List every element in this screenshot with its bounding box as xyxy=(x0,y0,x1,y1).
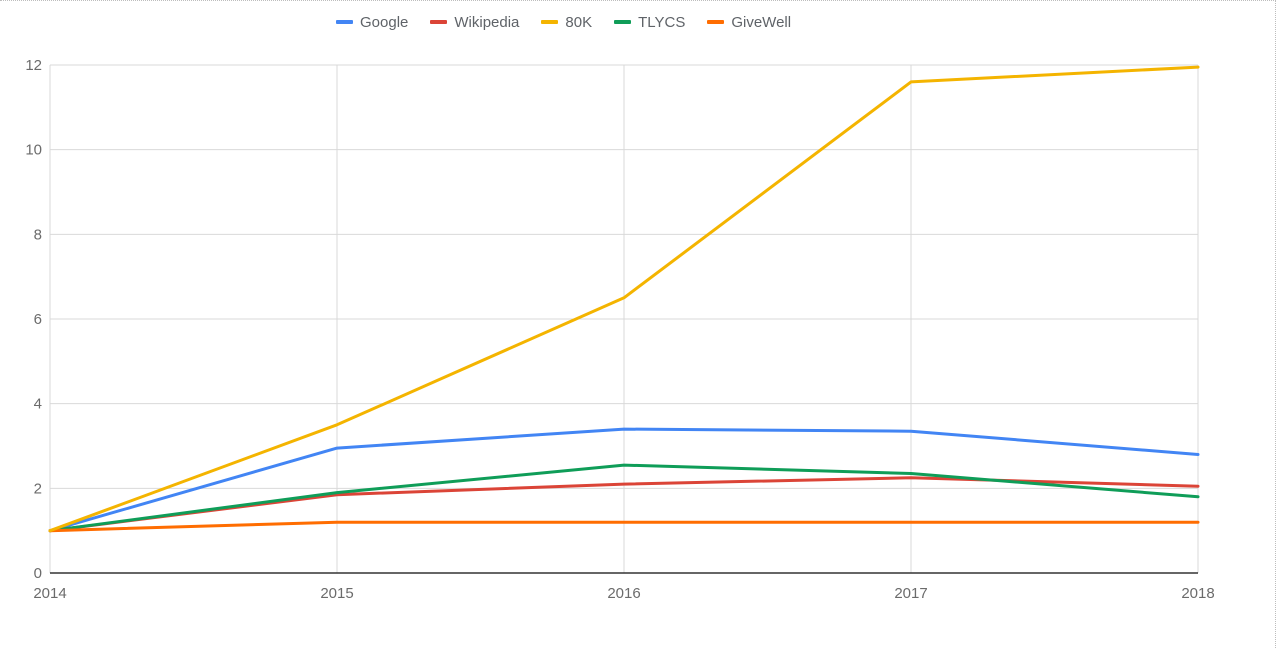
legend-label-wikipedia: Wikipedia xyxy=(454,13,520,31)
y-tick-label: 0 xyxy=(34,565,42,582)
x-tick-label: 2018 xyxy=(1181,585,1214,602)
legend-item-google[interactable]: Google xyxy=(336,14,408,31)
series-line-80k[interactable] xyxy=(48,65,1200,533)
x-tick-label: 2016 xyxy=(607,585,640,602)
legend-item-80k[interactable]: 80K xyxy=(541,14,592,31)
y-tick-label: 4 xyxy=(34,396,42,413)
y-tick-label: 2 xyxy=(34,480,42,497)
legend-item-wikipedia[interactable]: Wikipedia xyxy=(430,14,519,31)
y-tick-label: 6 xyxy=(34,311,42,328)
legend-label-tlycs: TLYCS xyxy=(638,13,686,31)
legend-swatch-tlycs xyxy=(614,20,632,24)
legend-label-givewell: GiveWell xyxy=(731,13,792,31)
legend-swatch-wikipedia xyxy=(430,20,448,24)
chart-legend: Google Wikipedia 80K TLYCS GiveWell xyxy=(336,11,791,33)
legend-label-google: Google xyxy=(360,13,409,31)
x-tick-label: 2014 xyxy=(33,585,66,602)
legend-item-givewell[interactable]: GiveWell xyxy=(707,14,791,31)
series-line-tlycs[interactable] xyxy=(48,463,1200,533)
y-tick-label: 10 xyxy=(25,142,42,159)
y-tick-label: 8 xyxy=(34,226,42,243)
tick-label-layer: 0 2 4 6 8 10 12 2014 2015 2016 2017 2018 xyxy=(25,57,1214,602)
y-tick-label: 12 xyxy=(25,57,42,74)
legend-item-tlycs[interactable]: TLYCS xyxy=(614,14,685,31)
legend-swatch-givewell xyxy=(707,20,725,24)
x-tick-label: 2015 xyxy=(320,585,353,602)
x-tick-label: 2017 xyxy=(894,585,927,602)
legend-swatch-google xyxy=(336,20,353,24)
legend-swatch-80k xyxy=(541,20,559,24)
series-line-givewell[interactable] xyxy=(48,520,1200,533)
grid-layer xyxy=(49,64,1199,573)
series-line-google[interactable] xyxy=(48,427,1200,533)
series-layer xyxy=(48,65,1200,533)
legend-label-80k: 80K xyxy=(565,13,593,31)
